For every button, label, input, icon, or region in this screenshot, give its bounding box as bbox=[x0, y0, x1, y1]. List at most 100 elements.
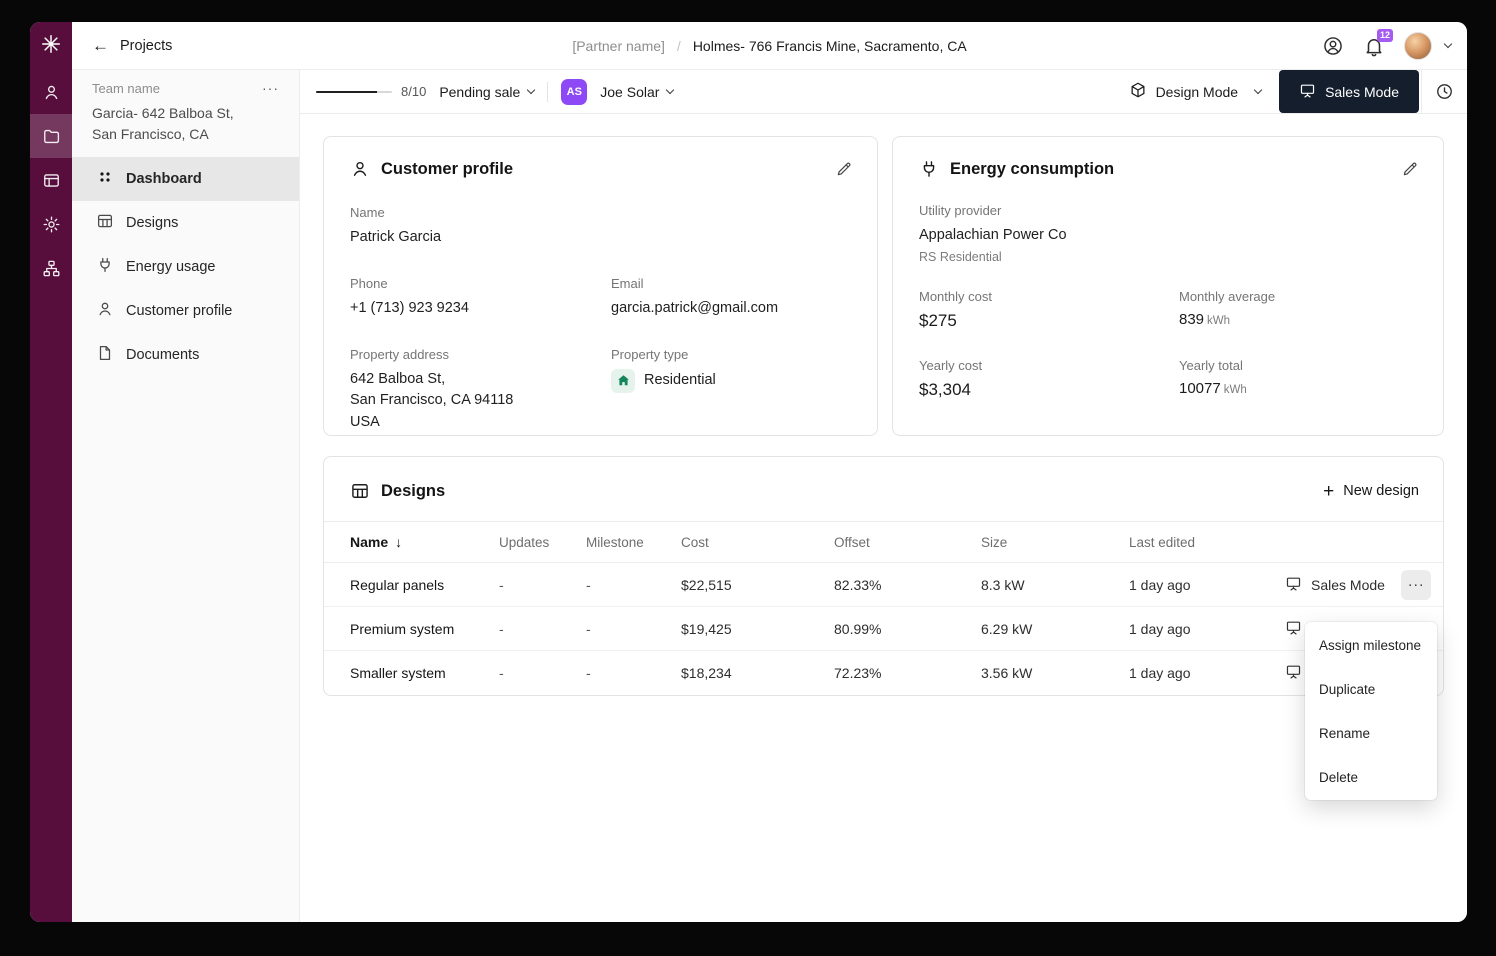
notifications-bell-icon[interactable]: 12 bbox=[1363, 28, 1393, 57]
edit-customer-button[interactable] bbox=[835, 160, 853, 178]
design-last-edited: 1 day ago bbox=[1129, 620, 1191, 637]
design-updates: - bbox=[499, 576, 504, 593]
column-header-updates[interactable]: Updates bbox=[499, 534, 550, 550]
menu-item-rename[interactable]: Rename bbox=[1319, 725, 1371, 741]
sidebar-item-label: Designs bbox=[126, 215, 179, 231]
sidebar-item-designs[interactable]: Designs bbox=[72, 201, 299, 245]
design-milestone: - bbox=[586, 620, 591, 637]
team-more-button[interactable]: ··· bbox=[262, 80, 279, 96]
property-type-value: Residential bbox=[644, 371, 716, 388]
project-address-line1: Garcia- 642 Balboa St, bbox=[92, 105, 234, 121]
sidebar-item-label: Customer profile bbox=[126, 303, 233, 319]
user-menu[interactable] bbox=[1404, 31, 1453, 60]
design-last-edited: 1 day ago bbox=[1129, 576, 1191, 593]
column-header-milestone[interactable]: Milestone bbox=[586, 534, 644, 550]
plus-icon: + bbox=[1323, 480, 1335, 502]
design-updates: - bbox=[499, 620, 504, 637]
column-header-name[interactable]: Name ↓ bbox=[350, 534, 403, 550]
design-name: Smaller system bbox=[350, 665, 446, 681]
top-bar: ← Projects [Partner name] / Holmes- 766 … bbox=[72, 22, 1467, 70]
sales-mode-button[interactable]: Sales Mode bbox=[1279, 70, 1419, 113]
account-circle-icon[interactable] bbox=[1322, 35, 1344, 57]
field-label: Monthly cost bbox=[919, 288, 992, 304]
customer-email: garcia.patrick@gmail.com bbox=[611, 299, 779, 316]
unit-label: kWh bbox=[1207, 314, 1231, 327]
field-label: Yearly total bbox=[1179, 357, 1243, 373]
breadcrumb-separator: / bbox=[676, 37, 681, 54]
project-address: Garcia- 642 Balboa St, San Francisco, CA bbox=[72, 96, 299, 145]
notification-badge: 12 bbox=[1376, 28, 1393, 42]
design-mode-label: Design Mode bbox=[1155, 83, 1239, 100]
sort-down-icon: ↓ bbox=[395, 534, 403, 550]
rail-person-icon[interactable] bbox=[30, 70, 72, 114]
back-to-projects-button[interactable]: ← Projects bbox=[72, 36, 172, 56]
starburst-icon bbox=[40, 33, 62, 60]
menu-item-delete[interactable]: Delete bbox=[1319, 769, 1359, 785]
sidebar-item-documents[interactable]: Documents bbox=[72, 333, 299, 377]
address-line3: USA bbox=[350, 414, 380, 430]
project-status-group: 8/10 Pending sale AS Joe Solar bbox=[300, 78, 675, 105]
sidebar-item-label: Energy usage bbox=[126, 259, 216, 275]
monthly-cost-value: $275 bbox=[919, 310, 957, 330]
column-header-offset[interactable]: Offset bbox=[834, 534, 870, 550]
column-header-size[interactable]: Size bbox=[981, 534, 1008, 550]
new-design-label: New design bbox=[1343, 483, 1419, 499]
history-clock-icon[interactable] bbox=[1421, 70, 1467, 113]
rail-settings-gear-icon[interactable] bbox=[30, 202, 72, 246]
yearly-cost-field: Yearly cost $3,304 bbox=[919, 358, 1179, 400]
project-header-bar: 8/10 Pending sale AS Joe Solar Design Mo… bbox=[300, 70, 1467, 114]
new-design-button[interactable]: + New design bbox=[1323, 482, 1419, 501]
design-offset: 82.33% bbox=[834, 576, 882, 593]
rail-org-chart-icon[interactable] bbox=[30, 246, 72, 290]
presentation-icon bbox=[1299, 82, 1316, 102]
topbar-actions: 12 bbox=[1322, 28, 1467, 60]
row-more-button[interactable]: ··· bbox=[1401, 569, 1431, 600]
unit-label: kWh bbox=[1223, 383, 1247, 396]
table-row[interactable]: Regular panels - - $22,515 82.33% 8.3 kW… bbox=[324, 563, 1443, 607]
chevron-down-icon bbox=[527, 85, 536, 95]
design-milestone: - bbox=[586, 576, 591, 593]
status-label: Pending sale bbox=[439, 83, 521, 100]
sidebar-item-customer-profile[interactable]: Customer profile bbox=[72, 289, 299, 333]
chevron-down-icon bbox=[1443, 39, 1453, 49]
design-cost: $19,425 bbox=[681, 620, 732, 637]
table-row[interactable]: Premium system - - $19,425 80.99% 6.29 k… bbox=[324, 607, 1443, 651]
table-row[interactable]: Smaller system - - $18,234 72.23% 3.56 k… bbox=[324, 651, 1443, 695]
brand-logo[interactable] bbox=[30, 22, 72, 70]
yearly-total-field: Yearly total 10077 kWh bbox=[1179, 358, 1419, 400]
address-line2: San Francisco, CA 94118 bbox=[350, 392, 514, 409]
progress-track bbox=[316, 90, 392, 93]
status-dropdown[interactable]: Pending sale bbox=[439, 83, 536, 100]
dashboard-icon bbox=[96, 168, 114, 190]
progress-label: 8/10 bbox=[401, 84, 427, 99]
field-label: Yearly cost bbox=[919, 357, 983, 373]
sidebar-item-energy-usage[interactable]: Energy usage bbox=[72, 245, 299, 289]
sidebar-item-dashboard[interactable]: Dashboard bbox=[72, 157, 299, 201]
customer-phone-field: Phone +1 (713) 923 9234 bbox=[350, 276, 611, 320]
customer-name-field: Name Patrick Garcia bbox=[350, 205, 611, 249]
milestone-progress: 8/10 bbox=[316, 84, 426, 99]
design-name: Regular panels bbox=[350, 576, 445, 593]
rail-panel-icon[interactable] bbox=[30, 158, 72, 202]
property-address-field: Property address 642 Balboa St, San Fran… bbox=[350, 347, 611, 434]
field-label: Name bbox=[350, 205, 385, 220]
user-avatar bbox=[1404, 31, 1432, 60]
person-icon bbox=[96, 300, 114, 322]
progress-fill bbox=[316, 90, 377, 93]
rail-items bbox=[30, 70, 72, 290]
assignee-dropdown[interactable]: Joe Solar bbox=[600, 84, 675, 100]
field-label: Monthly average bbox=[1179, 288, 1276, 304]
customer-phone: +1 (713) 923 9234 bbox=[350, 299, 469, 316]
row-mode-label[interactable]: Sales Mode bbox=[1311, 576, 1385, 593]
design-offset: 80.99% bbox=[834, 620, 882, 637]
design-mode-button[interactable]: Design Mode bbox=[1111, 81, 1280, 102]
column-header-cost[interactable]: Cost bbox=[681, 534, 709, 550]
team-header: Team name ··· bbox=[72, 70, 299, 96]
customer-name: Patrick Garcia bbox=[350, 229, 442, 245]
menu-item-duplicate[interactable]: Duplicate bbox=[1319, 681, 1376, 697]
address-line1: 642 Balboa St, bbox=[350, 370, 446, 387]
column-header-last-edited[interactable]: Last edited bbox=[1129, 534, 1196, 550]
rail-projects-folder-icon[interactable] bbox=[30, 114, 72, 158]
edit-energy-button[interactable] bbox=[1401, 160, 1419, 178]
menu-item-assign-milestone[interactable]: Assign milestone bbox=[1319, 637, 1422, 653]
